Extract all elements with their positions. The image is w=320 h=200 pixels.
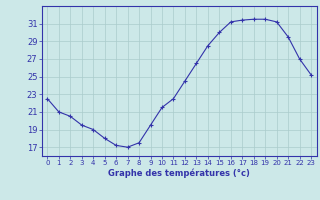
X-axis label: Graphe des températures (°c): Graphe des températures (°c) [108, 169, 250, 178]
